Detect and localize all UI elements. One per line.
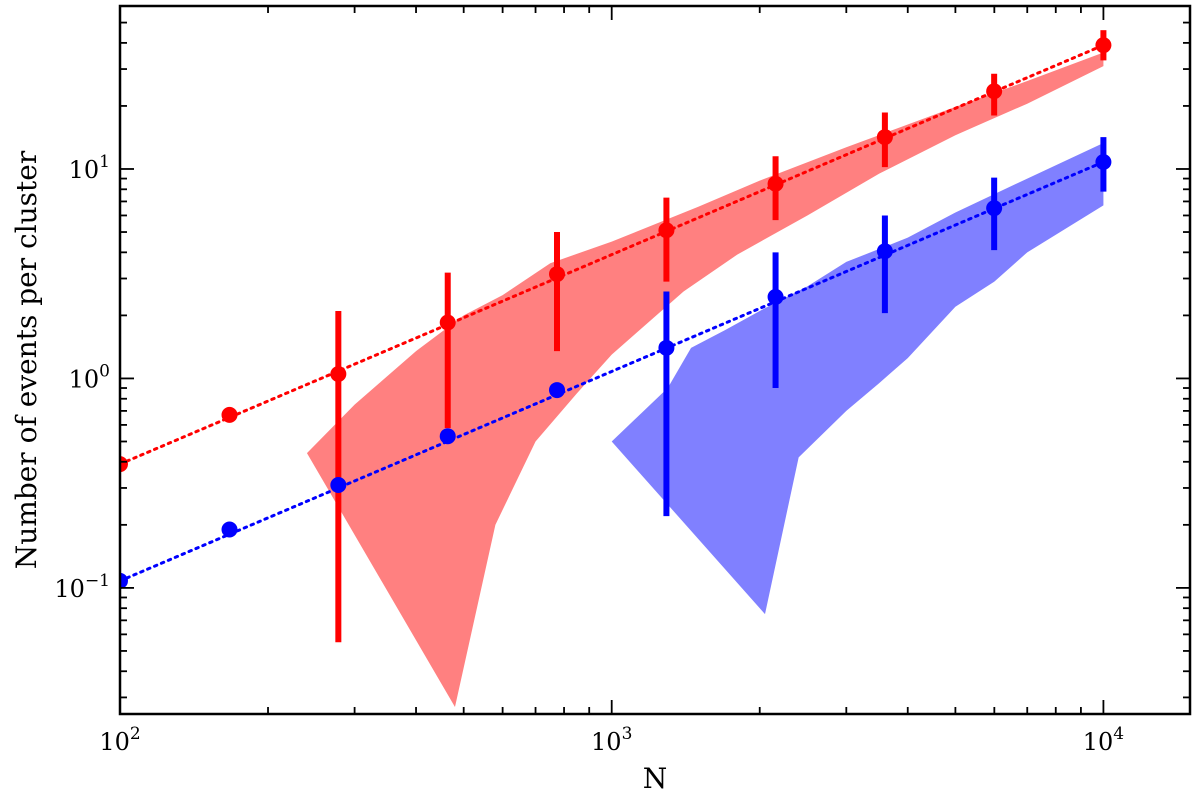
- x-tick-label: 103: [591, 724, 632, 756]
- x-tick-label: 102: [99, 724, 140, 756]
- data-point: [221, 521, 238, 538]
- data-point: [221, 406, 238, 423]
- fit-line-series-1: [120, 43, 1105, 466]
- x-tick-label: 104: [1083, 724, 1124, 756]
- axes: 102 103 104 10−1 100 101: [54, 4, 1192, 756]
- plot-area: [120, 30, 1112, 707]
- data-point: [330, 366, 347, 383]
- data-point: [876, 129, 893, 146]
- data-point: [439, 428, 456, 445]
- data-point: [986, 83, 1003, 100]
- data-point: [876, 243, 893, 260]
- data-point: [120, 456, 128, 473]
- y-tick-label: 100: [69, 361, 110, 393]
- data-point: [1095, 153, 1112, 170]
- data-point: [767, 175, 784, 192]
- data-point: [120, 572, 128, 589]
- y-tick-label: 10−1: [54, 571, 110, 603]
- fit-line-series-2: [120, 160, 1105, 583]
- axes-frame: [118, 4, 1192, 716]
- data-point: [658, 339, 675, 356]
- data-point: [549, 266, 566, 283]
- x-axis-label: N: [643, 762, 668, 795]
- data-point: [986, 200, 1003, 217]
- data-point: [1095, 37, 1112, 54]
- y-tick-label: 101: [69, 152, 110, 184]
- y-axis-label: Number of events per cluster: [10, 150, 43, 569]
- band-series-1: [306, 52, 1104, 707]
- data-point: [330, 476, 347, 493]
- data-point: [767, 288, 784, 305]
- data-point: [439, 314, 456, 331]
- data-point: [549, 382, 566, 399]
- data-point: [658, 222, 675, 239]
- band-series-2: [611, 143, 1104, 615]
